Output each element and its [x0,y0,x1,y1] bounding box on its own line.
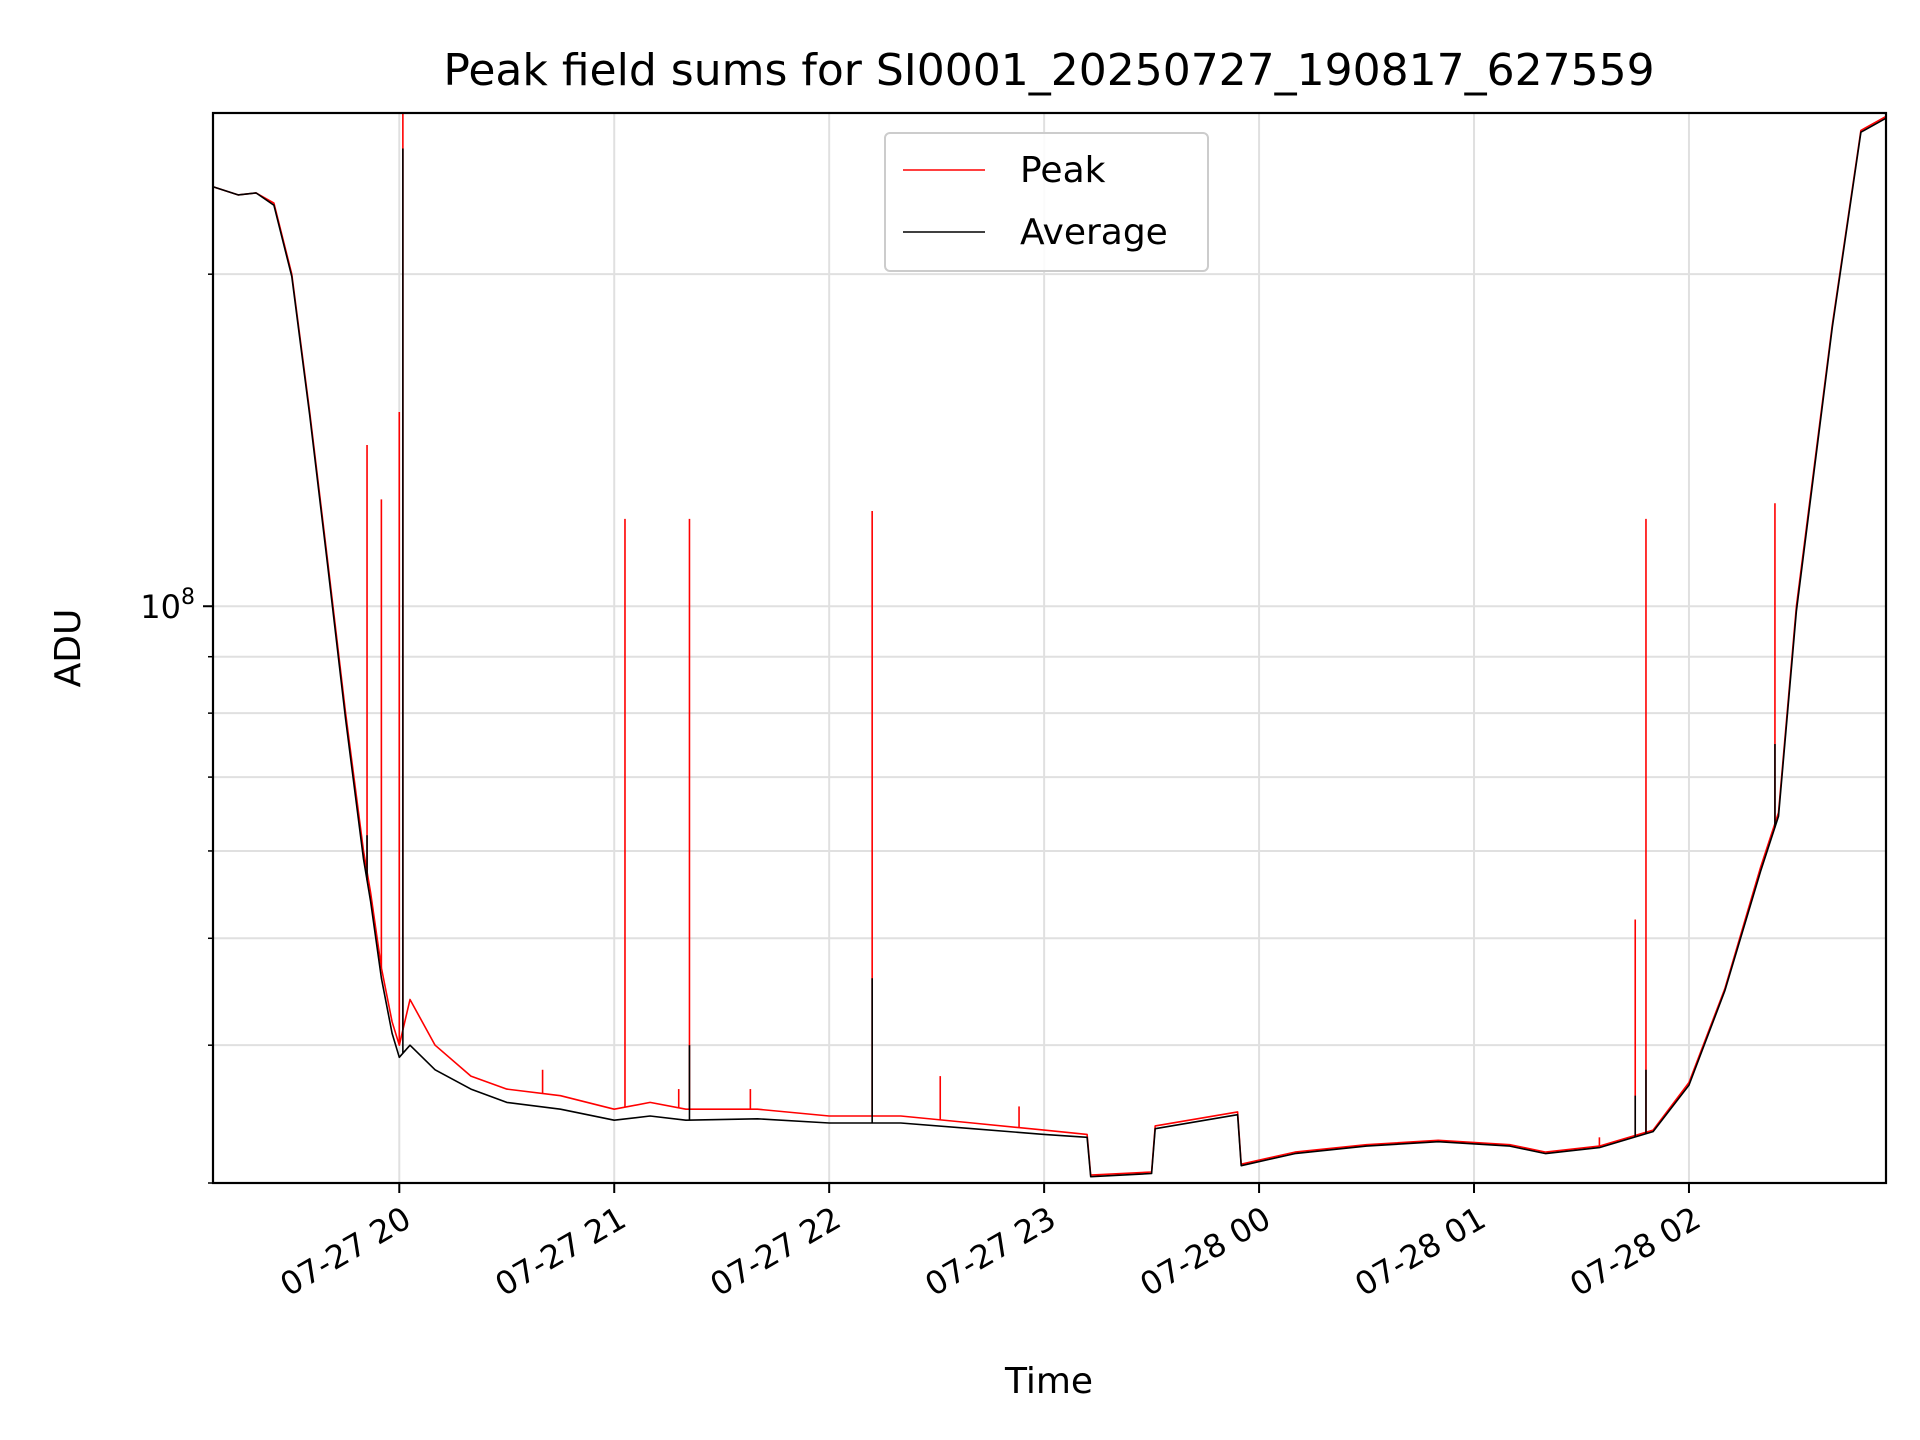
legend-box [884,132,1209,272]
y-axis-label: ADU [48,609,89,688]
legend-label-peak: Peak [1020,150,1106,191]
x-axis-label: Time [1004,1361,1093,1402]
chart-title: Peak field sums for SI0001_20250727_1908… [443,45,1654,96]
legend-label-average: Average [1020,212,1168,253]
series-line-average [212,117,1887,1178]
series-line-peak [212,115,1887,1176]
y-tick-label: 108 [140,585,195,626]
plot-frame [211,111,1888,1185]
y-axis: 108 [140,273,213,1184]
legend: Peak Average [884,132,1209,272]
series-layer [212,113,1887,1178]
